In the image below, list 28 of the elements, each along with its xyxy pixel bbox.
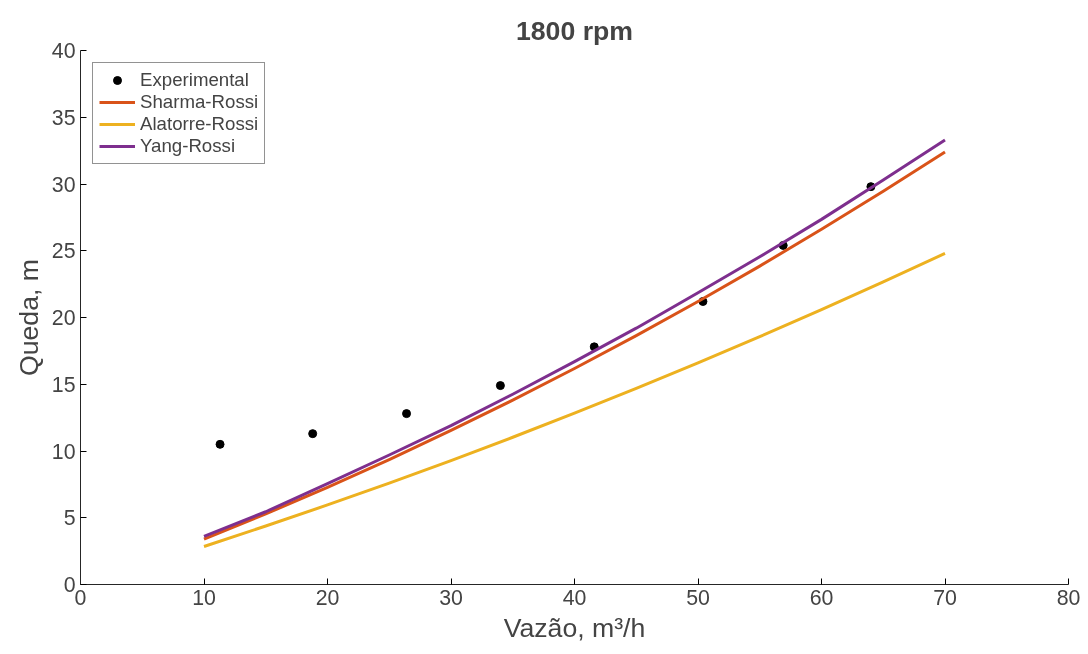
y-tick-label: 10 bbox=[51, 439, 76, 464]
y-tick-label: 35 bbox=[51, 105, 76, 130]
chart-title: 1800 rpm bbox=[515, 15, 634, 46]
legend-label: Yang-Rossi bbox=[140, 135, 236, 157]
y-axis-title: Queda, m bbox=[13, 258, 44, 377]
y-tick-label: 40 bbox=[51, 39, 76, 63]
x-tick-label: 30 bbox=[439, 585, 463, 610]
x-tick-label: 10 bbox=[192, 585, 216, 610]
legend-label: Sharma-Rossi bbox=[140, 91, 259, 113]
x-tick-label: 60 bbox=[809, 585, 834, 610]
point bbox=[308, 429, 318, 439]
y-tick-label: 20 bbox=[51, 306, 76, 330]
point bbox=[215, 439, 225, 449]
legend-label: Alatorre-Rossi bbox=[140, 113, 259, 135]
point bbox=[402, 409, 412, 419]
y-tick-label: 5 bbox=[63, 506, 76, 531]
line-series bbox=[202, 251, 947, 548]
x-axis-title: Vazão, m³/h bbox=[503, 612, 646, 643]
legend-label: Experimental bbox=[140, 69, 249, 91]
x-tick-label: 50 bbox=[686, 585, 710, 610]
x-tick-label: 40 bbox=[562, 585, 587, 610]
x-tick-label: 20 bbox=[315, 585, 340, 610]
point bbox=[495, 381, 505, 391]
y-tick-label: 25 bbox=[51, 239, 76, 264]
x-tick-label: 80 bbox=[1056, 585, 1081, 610]
y-tick-label: 30 bbox=[51, 172, 76, 197]
y-tick-label: 15 bbox=[51, 372, 76, 397]
x-tick-label: 70 bbox=[933, 585, 957, 610]
